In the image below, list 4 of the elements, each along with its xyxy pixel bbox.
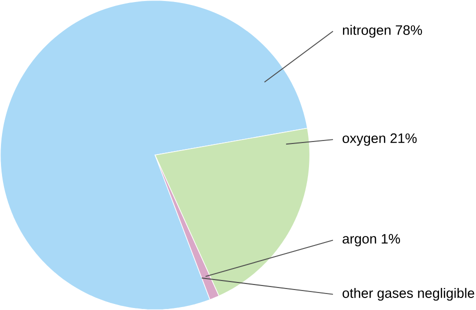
slice-label: nitrogen 78% xyxy=(342,24,422,38)
category-label: other gases negligible xyxy=(342,288,474,301)
slice-label: oxygen 21% xyxy=(342,133,417,146)
slice-label: argon 1% xyxy=(342,234,400,246)
